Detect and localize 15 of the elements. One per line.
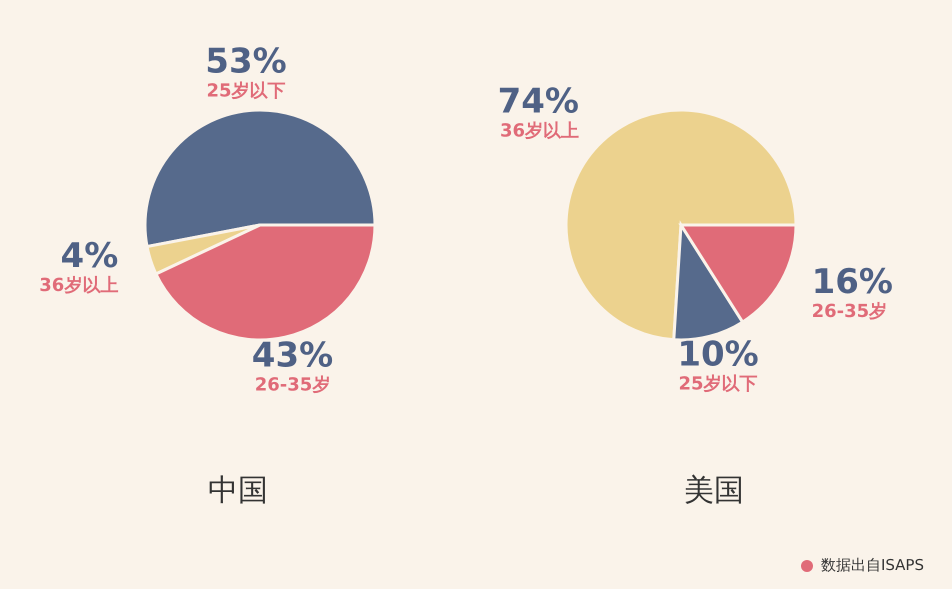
data-label: 74%: [498, 81, 580, 122]
slice-label: 36岁以上: [39, 275, 118, 296]
slice-label: 36岁以上: [500, 120, 580, 142]
data-label: 10%: [677, 334, 759, 374]
slice-label: 25岁以下: [678, 373, 758, 394]
text: 中国: [207, 472, 269, 510]
slice-label: 26-35岁: [254, 374, 330, 396]
text: 数据出自ISAPS: [820, 556, 924, 575]
slice-label: 26-35岁: [812, 300, 888, 322]
data-label: 16%: [812, 262, 893, 302]
data-label: 53%: [205, 42, 287, 82]
slice-label: 25岁以下: [206, 80, 286, 102]
data-label: 4%: [60, 236, 118, 276]
text: 美国: [683, 472, 745, 510]
data-label: 43%: [252, 335, 334, 376]
